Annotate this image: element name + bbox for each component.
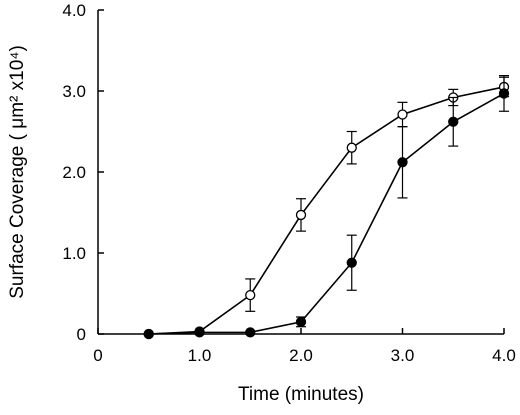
data-point <box>245 327 256 338</box>
series-1 <box>143 76 510 340</box>
x-tick-label: 2.0 <box>289 346 313 365</box>
ticks: 0 1.0 2.0 3.0 4.0 0 1.0 2.0 3.0 4.0 <box>62 1 515 365</box>
y-tick-label: 1.0 <box>62 244 86 263</box>
y-axis-title: Surface Coverage ( μm² x10⁴) <box>7 45 28 299</box>
y-tick-label: 3.0 <box>62 82 86 101</box>
data-point <box>295 316 307 328</box>
data-point <box>346 142 357 153</box>
axes <box>97 10 504 335</box>
y-tick-label: 4.0 <box>62 1 86 20</box>
series-line <box>148 86 505 335</box>
series-line <box>148 92 505 335</box>
data-point <box>346 257 357 268</box>
series-layer <box>143 75 510 340</box>
data-point <box>143 328 154 340</box>
x-tick-label: 4.0 <box>492 346 516 365</box>
data-point <box>194 327 205 338</box>
series-2 <box>143 75 510 340</box>
data-point <box>397 157 408 168</box>
data-point <box>397 109 408 120</box>
data-point <box>448 116 459 127</box>
x-axis-title: Time (minutes) <box>238 384 364 405</box>
data-point <box>245 289 256 301</box>
y-tick-label: 0 <box>77 325 86 344</box>
x-tick-label: 1.0 <box>188 346 212 365</box>
x-tick-label: 3.0 <box>391 346 415 365</box>
data-point <box>295 209 307 221</box>
data-point <box>498 88 510 99</box>
x-tick-label: 0 <box>93 346 102 365</box>
y-tick-label: 2.0 <box>62 163 86 182</box>
